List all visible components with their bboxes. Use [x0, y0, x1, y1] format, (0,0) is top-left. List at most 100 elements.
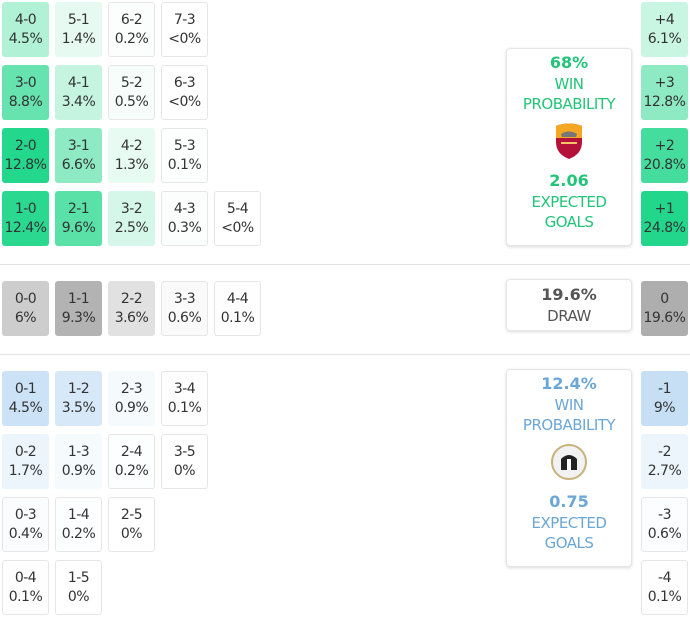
probability-value: 0.2% [114, 463, 149, 479]
goal-margin-cell: -3 0.6% [641, 497, 688, 552]
goal-margin-cell: +1 24.8% [641, 191, 688, 246]
score-cell: 1-2 3.5% [55, 371, 102, 426]
probability-value: 0.3% [167, 220, 202, 236]
score-label: +3 [654, 75, 675, 91]
home-win-pct: 68% [549, 53, 589, 72]
score-label: 1-0 [14, 201, 37, 217]
score-label: 0-0 [14, 291, 37, 307]
score-cell: 5-2 0.5% [108, 65, 155, 120]
score-label: 1-4 [67, 507, 90, 523]
score-label: 4-0 [14, 12, 37, 28]
probability-value: <0% [168, 94, 201, 110]
probability-value: 1.7% [8, 463, 43, 479]
score-label: 5-4 [226, 201, 249, 217]
score-cell: 4-4 0.1% [214, 281, 261, 336]
probability-value: 1.4% [61, 31, 96, 47]
probability-value: 0.1% [220, 310, 255, 326]
score-cell: 0-1 4.5% [2, 371, 49, 426]
score-cell: 5-1 1.4% [55, 2, 102, 57]
score-label: 4-2 [120, 138, 143, 154]
probability-value: 0.2% [114, 31, 149, 47]
score-label: 1-5 [67, 570, 90, 586]
probability-value: 0% [67, 589, 90, 605]
goal-margin-cell: +2 20.8% [641, 128, 688, 183]
score-cell: 1-4 0.2% [55, 497, 102, 552]
score-label: 2-5 [120, 507, 143, 523]
probability-label: PROBABILITY [522, 95, 616, 113]
score-cell: 5-4 <0% [214, 191, 261, 246]
score-label: 3-3 [173, 291, 196, 307]
home-expected-goals: 2.06 [549, 171, 589, 190]
score-cell: 2-3 0.9% [108, 371, 155, 426]
home-summary-card: 68% WIN PROBABILITY 2.06 EXPECTED GOALS [506, 48, 632, 246]
score-cell: 0-2 1.7% [2, 434, 49, 489]
score-cell: 2-2 3.6% [108, 281, 155, 336]
udinese-crest-icon [551, 444, 587, 480]
probability-value: 0.4% [8, 526, 43, 542]
goal-margin-cell: 0 19.6% [641, 281, 688, 336]
score-label: +2 [654, 138, 675, 154]
probability-value: 9% [653, 400, 676, 416]
score-cell: 0-0 6% [2, 281, 49, 336]
score-label: 0-2 [14, 444, 37, 460]
score-label: 0 [660, 291, 669, 307]
win-label: WIN [554, 396, 584, 414]
probability-value: 9.6% [61, 220, 96, 236]
probability-value: 0.6% [647, 526, 682, 542]
probability-value: 12.8% [4, 157, 47, 173]
probability-value: 0.5% [114, 94, 149, 110]
goal-margin-cell: -2 2.7% [641, 434, 688, 489]
probability-value: 24.8% [643, 220, 686, 236]
probability-value: 19.6% [643, 310, 686, 326]
draw-summary-card: 19.6% DRAW [506, 279, 632, 331]
score-label: 5-1 [67, 12, 90, 28]
score-label: 3-0 [14, 75, 37, 91]
goal-margin-cell: +4 6.1% [641, 2, 688, 57]
score-cell: 1-5 0% [55, 560, 102, 615]
probability-value: 8.8% [8, 94, 43, 110]
probability-value: 12.8% [643, 94, 686, 110]
score-cell: 1-3 0.9% [55, 434, 102, 489]
probability-value: 0.1% [167, 157, 202, 173]
score-cell: 3-2 2.5% [108, 191, 155, 246]
goal-margin-cell: -4 0.1% [641, 560, 688, 615]
score-label: +4 [654, 12, 675, 28]
score-label: -3 [658, 507, 671, 523]
score-label: 5-3 [173, 138, 196, 154]
score-label: 1-1 [67, 291, 90, 307]
score-label: 0-4 [14, 570, 37, 586]
away-expected-goals: 0.75 [549, 492, 589, 511]
probability-value: 1.3% [114, 157, 149, 173]
probability-value: 0.6% [167, 310, 202, 326]
score-label: 6-3 [173, 75, 196, 91]
score-cell: 3-5 0% [161, 434, 208, 489]
score-cell: 3-0 8.8% [2, 65, 49, 120]
score-label: 4-4 [226, 291, 249, 307]
score-cell: 4-2 1.3% [108, 128, 155, 183]
probability-value: 0.1% [647, 589, 682, 605]
score-label: -1 [658, 381, 671, 397]
score-label: 2-2 [120, 291, 143, 307]
probability-value: 0.9% [61, 463, 96, 479]
probability-value: 0.1% [167, 400, 202, 416]
score-cell: 4-3 0.3% [161, 191, 208, 246]
score-label: 0-3 [14, 507, 37, 523]
score-label: -2 [658, 444, 671, 460]
probability-value: 9.3% [61, 310, 96, 326]
score-cell: 6-2 0.2% [108, 2, 155, 57]
probability-value: 0.1% [8, 589, 43, 605]
score-label: 1-2 [67, 381, 90, 397]
score-cell: 1-1 9.3% [55, 281, 102, 336]
expected-label: EXPECTED [531, 514, 607, 532]
goals-label: GOALS [544, 213, 594, 231]
score-label: 7-3 [173, 12, 196, 28]
score-cell: 5-3 0.1% [161, 128, 208, 183]
score-label: 1-3 [67, 444, 90, 460]
goal-margin-cell: -1 9% [641, 371, 688, 426]
probability-value: 2.5% [114, 220, 149, 236]
score-cell: 4-0 4.5% [2, 2, 49, 57]
probability-value: 0% [120, 526, 143, 542]
roma-crest-icon [556, 123, 582, 159]
score-label: 5-2 [120, 75, 143, 91]
